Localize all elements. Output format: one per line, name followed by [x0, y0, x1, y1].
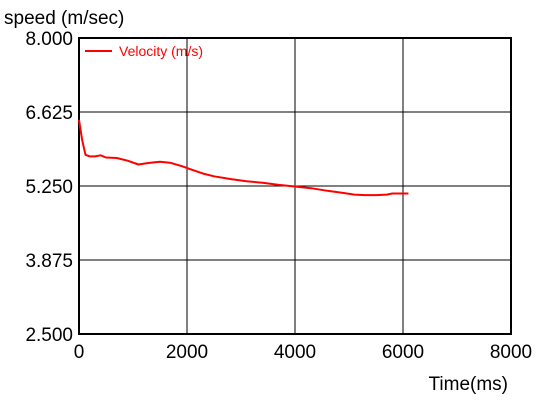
x-tick-label: 2000 [166, 342, 208, 363]
x-tick-label: 0 [74, 342, 85, 363]
y-tick-labels: 2.500 3.875 5.250 6.625 8.000 [25, 29, 73, 346]
y-tick-label: 2.500 [25, 325, 73, 346]
series-line-velocity [78, 119, 409, 197]
x-tick-label: 6000 [382, 342, 424, 363]
x-tick-label: 4000 [274, 342, 316, 363]
series-layer [78, 119, 409, 197]
legend: Velocity (m/s) [85, 43, 203, 59]
y-tick-label: 6.625 [25, 103, 73, 124]
x-tick-labels: 0 2000 4000 6000 8000 [74, 342, 532, 363]
y-tick-label: 8.000 [25, 29, 73, 50]
x-axis-title: Time(ms) [429, 374, 509, 395]
y-tick-label: 5.250 [25, 177, 73, 198]
plot-frame [78, 37, 512, 335]
y-tick-label: 3.875 [25, 251, 73, 272]
x-tick-label: 8000 [490, 342, 532, 363]
legend-label-velocity: Velocity (m/s) [119, 43, 203, 59]
y-axis-title: speed (m/sec) [4, 8, 124, 29]
